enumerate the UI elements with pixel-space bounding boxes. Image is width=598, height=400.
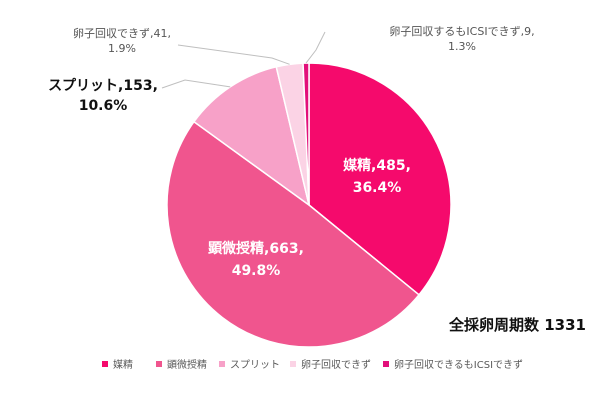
label-baisei-line2: 36.4%	[353, 180, 402, 196]
leader-line-noicsi	[305, 31, 326, 64]
legend-item: 顕微授精	[156, 358, 207, 371]
legend-label-3: 卵子回収できず	[301, 359, 371, 371]
leader-line-split	[161, 79, 231, 89]
pie-slice-0	[308, 62, 452, 296]
pie-slices	[166, 62, 452, 348]
label-kenbi-line1: 顕微授精,663,	[208, 240, 304, 257]
legend-swatch-4	[383, 361, 389, 367]
total-cycles-annotation: 全採卵周期数 1331	[448, 316, 586, 334]
legend-item: 媒精	[102, 358, 133, 371]
label-split-line1: スプリット,153,	[48, 78, 158, 94]
label-noicsi-line2: 1.3%	[448, 40, 476, 53]
label-noicsi-line1: 卵子回収するもICSIできず,9,	[389, 25, 534, 38]
legend-item: 卵子回収できず	[290, 359, 371, 371]
legend-label-1: 顕微授精	[167, 358, 207, 371]
leader-lines	[161, 31, 326, 89]
label-noretrieval-line1: 卵子回収できず,41,	[73, 27, 171, 40]
legend-item: 卵子回収できるもICSIできず	[383, 359, 523, 371]
label-noretrieval-line2: 1.9%	[108, 42, 136, 55]
legend-swatch-2	[219, 361, 225, 367]
legend-label-2: スプリット	[230, 359, 280, 371]
legend-swatch-0	[102, 361, 108, 367]
leader-line-noretrieval	[177, 44, 290, 65]
pie-slice-1	[166, 120, 421, 348]
legend-label-4: 卵子回収できるもICSIできず	[394, 359, 523, 371]
legend-item: スプリット	[219, 359, 280, 371]
legend-swatch-1	[156, 361, 162, 367]
label-kenbi-line2: 49.8%	[232, 263, 281, 279]
pie-slice-2	[192, 65, 311, 207]
legend: 媒精 顕微授精 スプリット 卵子回収できず 卵子回収できるもICSIできず	[102, 358, 523, 371]
label-baisei-line1: 媒精,485,	[342, 157, 411, 174]
legend-swatch-3	[290, 361, 296, 367]
label-split-line2: 10.6%	[79, 98, 128, 114]
legend-label-0: 媒精	[113, 358, 133, 371]
